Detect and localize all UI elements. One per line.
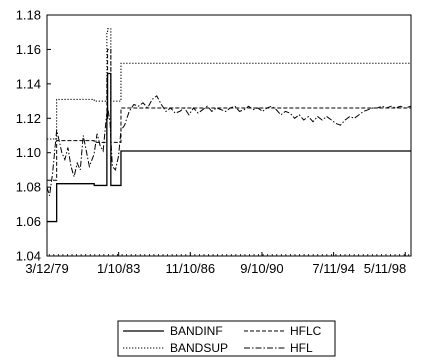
x-tick-label: 5/11/98 xyxy=(364,261,406,276)
y-tick-label: 1.14 xyxy=(16,76,41,91)
x-tick-label: 7/11/94 xyxy=(312,261,354,276)
legend-box xyxy=(117,320,336,357)
x-axis: 3/12/79 1/10/83 11/10/86 9/10/90 7/11/94 5/11… xyxy=(25,252,410,276)
series-line-hfl xyxy=(46,95,412,196)
x-tick-label: 1/10/83 xyxy=(97,261,140,276)
y-tick-label: 1.08 xyxy=(16,180,41,195)
series-line-bandsup xyxy=(47,28,411,140)
y-axis: 1.04 1.06 1.08 1.10 1.12 1.14 1.16 1.18 xyxy=(16,8,51,264)
y-tick-label: 1.10 xyxy=(16,145,41,160)
legend-label-bandsup: BANDSUP xyxy=(170,341,228,355)
y-tick-label: 1.04 xyxy=(16,249,41,264)
y-tick-label: 1.16 xyxy=(16,42,41,57)
y-tick-label: 1.12 xyxy=(16,111,41,126)
series-layer xyxy=(46,28,412,223)
plot-frame xyxy=(46,14,412,257)
x-tick-label: 9/10/90 xyxy=(240,261,283,276)
legend-label-hfl: HFL xyxy=(290,341,313,355)
x-tick-label: 3/12/79 xyxy=(25,261,68,276)
y-tick-label: 1.18 xyxy=(16,8,41,23)
legend: BANDINF HFLC BANDSUP HFL xyxy=(117,320,336,357)
series-line-bandinf xyxy=(47,72,411,223)
x-tick-label: 11/10/86 xyxy=(165,261,215,276)
series-line-hflc xyxy=(47,48,411,181)
y-tick-label: 1.06 xyxy=(16,214,41,229)
legend-label-bandinf: BANDINF xyxy=(170,324,223,338)
legend-label-hflc: HFLC xyxy=(290,324,322,338)
